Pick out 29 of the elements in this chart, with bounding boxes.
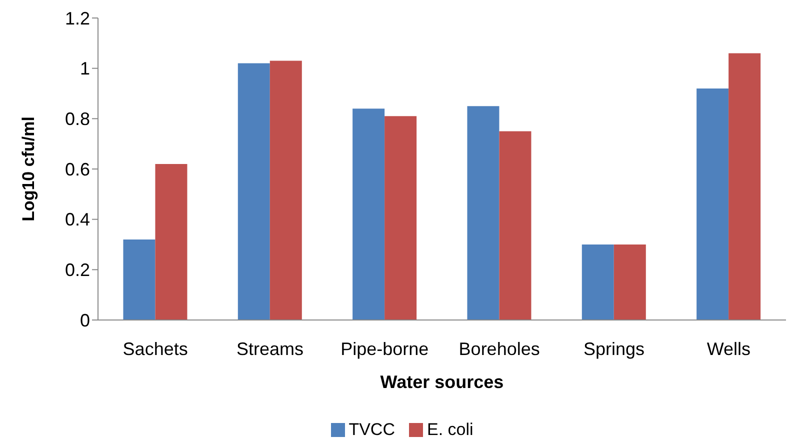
bar: [155, 164, 188, 320]
y-tick-label: 0.8: [64, 109, 90, 130]
x-tick-label: Springs: [583, 338, 645, 359]
bar: [614, 244, 646, 320]
y-tick-label: 0: [80, 310, 90, 330]
bar: [270, 60, 302, 320]
bar: [467, 106, 500, 320]
y-tick-label: 1: [80, 58, 90, 79]
bar: [238, 63, 270, 320]
x-tick-label: Streams: [236, 338, 304, 359]
y-tick-label: 0.6: [64, 159, 90, 180]
bar: [352, 108, 385, 320]
bar: [499, 131, 532, 320]
y-tick-label: 0.2: [64, 260, 90, 280]
x-tick-label: Wells: [706, 338, 751, 359]
x-tick-label: Pipe-borne: [340, 338, 429, 359]
y-tick-label: 1.2: [64, 8, 90, 28]
y-axis-title: Log10 cfu/ml: [19, 116, 38, 222]
y-tick-label: 0.4: [64, 210, 90, 230]
x-tick-label: Boreholes: [458, 338, 540, 359]
legend-label: TVCC: [348, 420, 395, 440]
bar: [728, 53, 761, 320]
bar: [123, 239, 156, 320]
bar: [384, 116, 417, 320]
bar: [582, 244, 614, 320]
legend-label: E. coli: [426, 420, 474, 440]
x-axis-title: Water sources: [380, 372, 504, 392]
x-tick-label: Sachets: [122, 338, 188, 359]
bar: [696, 88, 729, 320]
